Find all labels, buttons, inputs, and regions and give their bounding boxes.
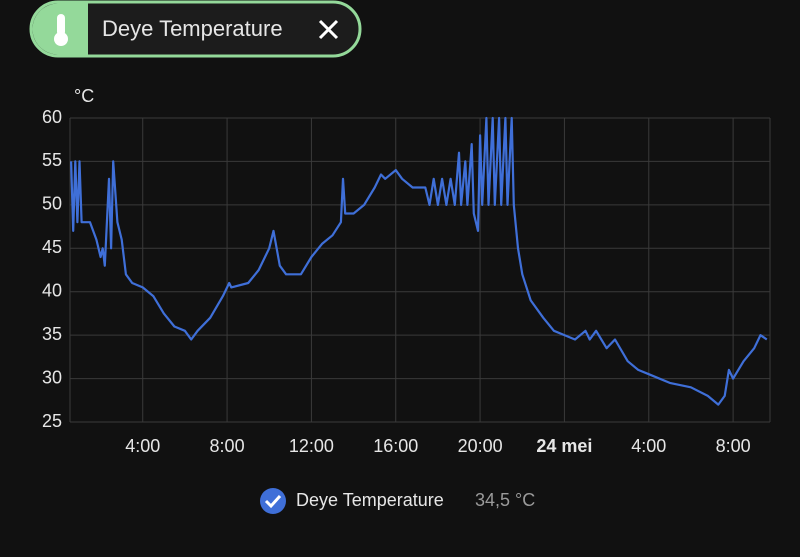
legend-check	[260, 488, 286, 514]
chip-frame	[29, 0, 362, 58]
thermometer-icon	[54, 14, 68, 46]
entity-chip[interactable]: Deye Temperature	[29, 0, 362, 58]
y-unit: °C	[74, 86, 94, 106]
x-tick-label: 8:00	[716, 436, 751, 456]
x-tick-label: 16:00	[373, 436, 418, 456]
y-tick-label: 40	[42, 280, 62, 300]
x-tick-label: 20:00	[458, 436, 503, 456]
y-tick-label: 30	[42, 367, 62, 387]
check-mark	[264, 494, 282, 509]
x-tick-label: 8:00	[210, 436, 245, 456]
plot: 25 30 35 40 45 50 55 60 4:00 8:00 12:00 16:00 20:00 2…	[42, 107, 771, 456]
x-tick-label: 4:00	[125, 436, 160, 456]
legend-value: 34,5 °C	[475, 490, 535, 510]
legend-label: Deye Temperature	[296, 490, 444, 510]
series-line	[70, 116, 768, 406]
x-tick-label: 12:00	[289, 436, 334, 456]
legend[interactable]: Deye Temperature 34,5 °C	[260, 488, 535, 514]
y-tick-label: 55	[42, 150, 62, 170]
chip-close[interactable]	[318, 19, 339, 40]
y-tick-label: 50	[42, 194, 62, 214]
y-tick-label: 25	[42, 411, 62, 431]
x-tick-label: 24 mei	[536, 436, 592, 456]
chip-label: Deye Temperature	[102, 16, 283, 41]
y-tick-label: 45	[42, 237, 62, 257]
y-tick-label: 35	[42, 324, 62, 344]
x-tick-label: 4:00	[631, 436, 666, 456]
y-tick-label: 60	[42, 107, 62, 127]
